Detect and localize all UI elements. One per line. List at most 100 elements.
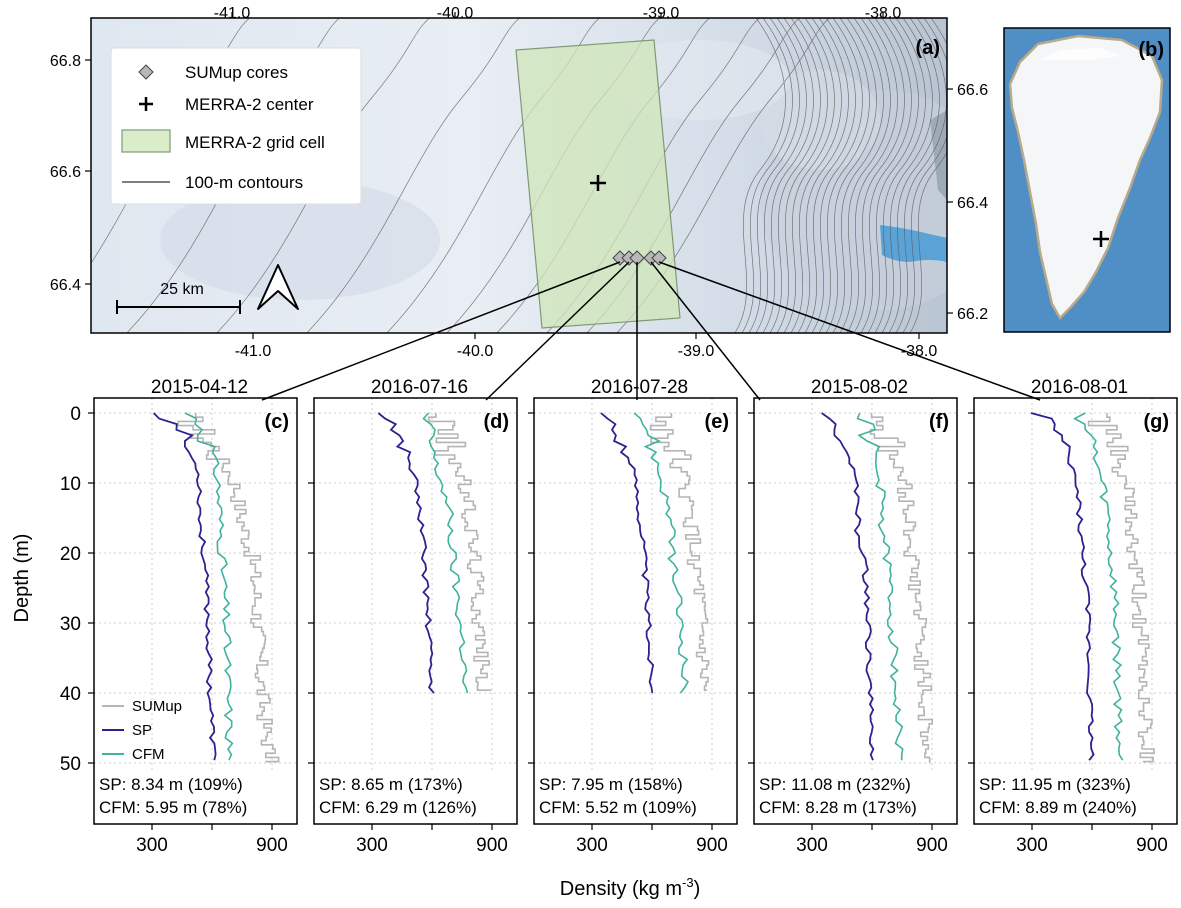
sp-annotation: SP: 8.65 m (173%) xyxy=(319,775,463,794)
contour-line xyxy=(818,18,870,333)
map-panel: SUMup cores MERRA-2 center MERRA-2 grid … xyxy=(50,5,988,360)
sp-annotation: SP: 11.08 m (232%) xyxy=(759,775,911,794)
y-tick-label: 0 xyxy=(70,404,81,425)
x-axis-label-close: ) xyxy=(694,878,701,900)
map-axis-ticks: -41.0 -40.0 -39.0 -38.0 -41.0 -40.0 -39.0 -38.0… xyxy=(50,5,988,360)
contour-line xyxy=(783,18,835,333)
panel-date-title: 2015-04-12 xyxy=(151,377,248,398)
inset-frame xyxy=(1003,27,1171,333)
x-tick-label: 900 xyxy=(916,835,948,856)
x-axis-label-sup: -3 xyxy=(682,875,694,890)
core-marker xyxy=(651,250,667,266)
panel-label: (g) xyxy=(1143,411,1169,433)
panel-date-title: 2016-08-01 xyxy=(1031,377,1128,398)
contour-line xyxy=(755,18,807,333)
x-tick-label: 900 xyxy=(696,835,728,856)
contour-line xyxy=(881,18,933,333)
north-arrow-icon xyxy=(257,264,299,310)
annotation-background xyxy=(976,770,1175,822)
cfm-annotation: CFM: 8.89 m (240%) xyxy=(979,798,1137,817)
contour-line xyxy=(741,18,793,333)
panel-date-title: 2016-07-16 xyxy=(371,377,468,398)
sumup-series-line xyxy=(1087,413,1155,763)
panel-label: (d) xyxy=(483,411,509,433)
contour-line xyxy=(804,18,856,333)
bottom-tick-label: -39.0 xyxy=(678,343,715,360)
contour-line xyxy=(790,18,842,333)
x-tick-label: 900 xyxy=(476,835,508,856)
y-axis-label: Depth (m) xyxy=(11,534,33,623)
top-tick-label: -40.0 xyxy=(437,5,474,22)
y-tick-label: 30 xyxy=(60,614,81,635)
left-tick-label: 66.4 xyxy=(50,277,81,294)
annotation-background xyxy=(316,770,515,822)
legend-center-label: MERRA-2 center xyxy=(185,95,314,114)
inset-location-marker xyxy=(1093,231,1109,247)
cfm-annotation: CFM: 8.28 m (173%) xyxy=(759,798,917,817)
annotation-background xyxy=(536,770,735,822)
connector-lines xyxy=(261,261,1041,401)
density-profiles: 300 900 0 10 20 30 40 50 2015-04-12 (c) SP: 8.34 m… xyxy=(60,377,1178,856)
contour-line xyxy=(811,18,863,333)
right-tick-label: 66.2 xyxy=(957,306,988,323)
sp-annotation: SP: 11.95 m (323%) xyxy=(979,775,1131,794)
legend-plus-icon xyxy=(139,97,153,111)
merra2-center-marker xyxy=(590,175,606,191)
legend-label-sp: SP xyxy=(132,722,152,739)
panel-label: (e) xyxy=(705,411,729,433)
annotation-background xyxy=(96,770,295,822)
cfm-annotation: CFM: 6.29 m (126%) xyxy=(319,798,477,817)
sumup-series-line xyxy=(649,413,710,691)
x-tick-label: 300 xyxy=(796,835,828,856)
panel-label-b: (b) xyxy=(1138,39,1164,61)
y-tick-label: 50 xyxy=(60,754,81,775)
y-tick-label: 40 xyxy=(60,684,81,705)
legend-label-cfm: CFM xyxy=(132,746,165,763)
sp-annotation: SP: 8.34 m (109%) xyxy=(99,775,243,794)
profile-panel: 300 900 2016-07-28 (e) SP: 7.95 m (158%) CFM:… xyxy=(528,377,738,856)
y-tick-label: 20 xyxy=(60,544,81,565)
x-tick-label: 300 xyxy=(576,835,608,856)
map-legend: SUMup cores MERRA-2 center MERRA-2 grid … xyxy=(110,47,362,205)
profile-panel: 300 900 0 10 20 30 40 50 2015-04-12 (c) SP: 8.34 m… xyxy=(60,377,298,856)
panel-label-a: (a) xyxy=(916,37,940,59)
top-tick-label: -41.0 xyxy=(214,5,251,22)
left-tick-label: 66.8 xyxy=(50,53,81,70)
left-tick-label: 66.6 xyxy=(50,164,81,181)
contour-line xyxy=(860,18,912,333)
contour-line xyxy=(853,18,905,333)
x-tick-label: 300 xyxy=(356,835,388,856)
inset-panel: (b) xyxy=(1003,27,1171,333)
contour-line xyxy=(748,18,800,333)
sp-series-line xyxy=(821,412,875,761)
y-tick-label: 10 xyxy=(60,474,81,495)
legend-contours-label: 100-m contours xyxy=(185,173,303,192)
ocean-area xyxy=(880,225,947,262)
scalebar-label: 25 km xyxy=(160,281,204,298)
profile-frame xyxy=(313,397,518,825)
bottom-tick-label: -41.0 xyxy=(235,343,272,360)
contour-line xyxy=(762,18,814,333)
sumup-series-line xyxy=(177,413,280,763)
cfm-series-line xyxy=(856,412,904,761)
contour-line xyxy=(895,18,947,333)
annotation-background xyxy=(756,770,955,822)
contour-line xyxy=(825,18,877,333)
x-axis-label: Density (kg m-3) xyxy=(560,875,700,900)
greenland-landmass xyxy=(1008,34,1164,321)
cfm-annotation: CFM: 5.95 m (78%) xyxy=(99,798,247,817)
contour-line xyxy=(306,18,521,333)
legend-diamond-icon xyxy=(138,64,154,80)
cfm-series-line xyxy=(422,412,469,694)
legend-label-sumup: SUMup xyxy=(132,698,182,715)
x-tick-label: 900 xyxy=(1136,835,1168,856)
profile-frame xyxy=(753,397,958,825)
panel-date-title: 2016-07-28 xyxy=(591,377,688,398)
map-frame xyxy=(90,17,948,334)
x-tick-label: 900 xyxy=(256,835,288,856)
top-tick-label: -38.0 xyxy=(865,5,902,22)
sp-series-line xyxy=(153,412,217,761)
contour-line xyxy=(769,18,821,333)
contour-line xyxy=(874,18,926,333)
